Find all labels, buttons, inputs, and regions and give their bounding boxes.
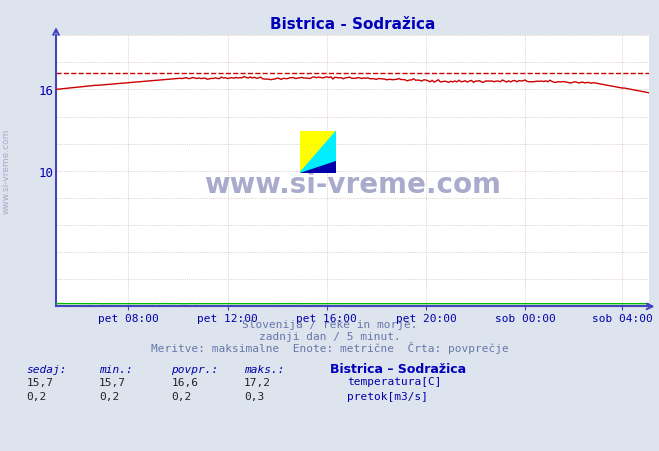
Text: temperatura[C]: temperatura[C] — [347, 376, 442, 386]
Text: 0,3: 0,3 — [244, 391, 264, 401]
Text: Slovenija / reke in morje.: Slovenija / reke in morje. — [242, 319, 417, 329]
Text: 15,7: 15,7 — [99, 377, 126, 387]
Text: 15,7: 15,7 — [26, 377, 53, 387]
Polygon shape — [300, 161, 336, 174]
Polygon shape — [300, 132, 336, 174]
Text: zadnji dan / 5 minut.: zadnji dan / 5 minut. — [258, 331, 401, 341]
Text: www.si-vreme.com: www.si-vreme.com — [2, 129, 11, 214]
Text: 0,2: 0,2 — [26, 391, 47, 401]
Text: 0,2: 0,2 — [99, 391, 119, 401]
Text: Bistrica – Sodražica: Bistrica – Sodražica — [330, 362, 466, 375]
Text: sedaj:: sedaj: — [26, 364, 67, 374]
Text: 16,6: 16,6 — [171, 377, 198, 387]
Text: Meritve: maksimalne  Enote: metrične  Črta: povprečje: Meritve: maksimalne Enote: metrične Črta… — [151, 341, 508, 353]
Text: min.:: min.: — [99, 364, 132, 374]
Text: pretok[m3/s]: pretok[m3/s] — [347, 391, 428, 400]
Text: www.si-vreme.com: www.si-vreme.com — [204, 171, 501, 199]
Title: Bistrica - Sodražica: Bistrica - Sodražica — [270, 17, 435, 32]
Text: 0,2: 0,2 — [171, 391, 192, 401]
Text: povpr.:: povpr.: — [171, 364, 219, 374]
Text: 17,2: 17,2 — [244, 377, 271, 387]
Text: maks.:: maks.: — [244, 364, 284, 374]
Polygon shape — [300, 132, 336, 174]
